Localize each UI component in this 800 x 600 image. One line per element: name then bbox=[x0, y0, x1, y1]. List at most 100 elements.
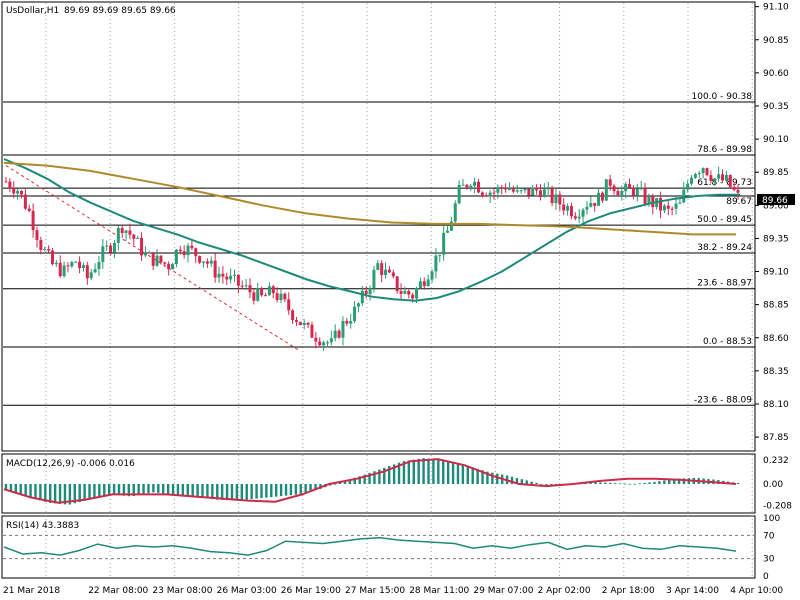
macd-bar bbox=[147, 484, 150, 494]
macd-bar bbox=[63, 484, 67, 505]
macd-bar bbox=[314, 484, 317, 491]
candle-body bbox=[457, 184, 461, 204]
candle-body bbox=[604, 179, 608, 201]
macd-bar bbox=[446, 461, 450, 485]
macd-bar bbox=[540, 484, 543, 485]
macd-bar bbox=[437, 460, 440, 485]
candle-body bbox=[527, 188, 531, 196]
candle-body bbox=[488, 192, 492, 197]
candle-body bbox=[442, 232, 446, 255]
x-tick-label: 4 Apr 10:00 bbox=[730, 586, 783, 596]
candle-body bbox=[4, 181, 8, 183]
macd-bar bbox=[157, 484, 160, 493]
candle-body bbox=[600, 192, 604, 201]
current-price-label: 89.66 bbox=[762, 196, 788, 206]
macd-bar bbox=[73, 484, 76, 504]
candle-body bbox=[593, 202, 597, 206]
macd-bar bbox=[496, 473, 499, 485]
candle-body bbox=[252, 292, 256, 301]
macd-bar bbox=[137, 484, 140, 496]
candle-body bbox=[306, 322, 310, 325]
candle-body bbox=[322, 342, 326, 346]
candle-body bbox=[310, 324, 314, 338]
macd-bar bbox=[93, 484, 96, 499]
macd-bar bbox=[491, 472, 494, 485]
macd-bar bbox=[663, 480, 666, 485]
macd-bar bbox=[44, 484, 47, 502]
macd-bar bbox=[216, 484, 219, 500]
candle-body bbox=[109, 245, 113, 253]
macd-bar bbox=[530, 481, 533, 485]
x-tick-label: 28 Mar 11:00 bbox=[409, 586, 469, 596]
macd-bar bbox=[594, 482, 597, 485]
candle-body bbox=[724, 174, 728, 181]
macd-bar bbox=[609, 482, 612, 485]
candle-body bbox=[682, 189, 686, 203]
candle-body bbox=[66, 265, 70, 267]
candle-body bbox=[589, 202, 593, 207]
macd-bar bbox=[309, 484, 312, 492]
candle-body bbox=[678, 202, 682, 204]
macd-bar bbox=[682, 478, 686, 485]
candle-body bbox=[93, 269, 97, 273]
candle-body bbox=[380, 263, 384, 276]
macd-bar bbox=[260, 484, 263, 499]
macd-bar bbox=[196, 484, 199, 497]
candle-body bbox=[422, 281, 426, 287]
candle-body bbox=[411, 294, 415, 299]
macd-bar bbox=[407, 460, 411, 485]
candle-body bbox=[136, 237, 140, 239]
candle-body bbox=[628, 184, 632, 188]
candle-body bbox=[16, 190, 20, 194]
y-tick-label: 90.35 bbox=[763, 102, 789, 112]
macd-bar bbox=[279, 484, 283, 497]
x-tick-label: 2 Apr 18:00 bbox=[602, 586, 655, 596]
candle-body bbox=[577, 216, 581, 219]
macd-bar bbox=[515, 477, 519, 485]
macd-bar bbox=[181, 484, 185, 496]
x-tick-label: 23 Mar 08:00 bbox=[152, 586, 212, 596]
candle-body bbox=[74, 261, 78, 263]
macd-bar bbox=[387, 466, 391, 485]
candle-body bbox=[47, 248, 51, 251]
macd-bar bbox=[383, 467, 386, 485]
macd-bar bbox=[643, 482, 646, 485]
candle-body bbox=[198, 256, 202, 263]
macd-bar bbox=[348, 479, 352, 485]
candle-body bbox=[244, 285, 248, 287]
candle-body bbox=[294, 320, 298, 322]
candle-body bbox=[143, 253, 147, 256]
y-tick-label: 91.10 bbox=[763, 3, 789, 13]
candle-body bbox=[271, 286, 275, 294]
candle-body bbox=[283, 293, 287, 300]
candle-body bbox=[151, 252, 155, 266]
macd-bar bbox=[535, 482, 538, 485]
macd-bar bbox=[265, 484, 268, 498]
x-tick-label: 29 Mar 07:00 bbox=[473, 586, 533, 596]
macd-bar bbox=[422, 458, 425, 485]
macd-bar bbox=[211, 484, 214, 500]
candle-body bbox=[504, 188, 508, 190]
candle-body bbox=[78, 261, 82, 269]
candles bbox=[4, 166, 740, 352]
candle-body bbox=[287, 299, 291, 311]
candle-body bbox=[12, 188, 16, 194]
candle-body bbox=[190, 245, 194, 249]
macd-bar bbox=[638, 483, 641, 485]
macd-bar bbox=[53, 484, 57, 504]
candle-body bbox=[27, 208, 31, 211]
candle-body bbox=[8, 181, 12, 189]
macd-bar bbox=[171, 484, 175, 495]
macd-bar bbox=[618, 483, 622, 485]
macd-bar bbox=[255, 484, 258, 499]
candle-body bbox=[566, 206, 570, 211]
x-tick-label: 26 Mar 03:00 bbox=[217, 586, 277, 596]
macd-tick-label: -0.208 bbox=[763, 502, 792, 512]
candle-body bbox=[341, 320, 345, 338]
moving-averages bbox=[3, 158, 740, 302]
macd-bar bbox=[304, 484, 307, 493]
candle-body bbox=[97, 261, 101, 270]
macd-bar bbox=[78, 484, 81, 503]
ohlc-readout: 89.69 89.69 89.65 89.66 bbox=[64, 6, 176, 16]
candle-body bbox=[337, 330, 341, 338]
